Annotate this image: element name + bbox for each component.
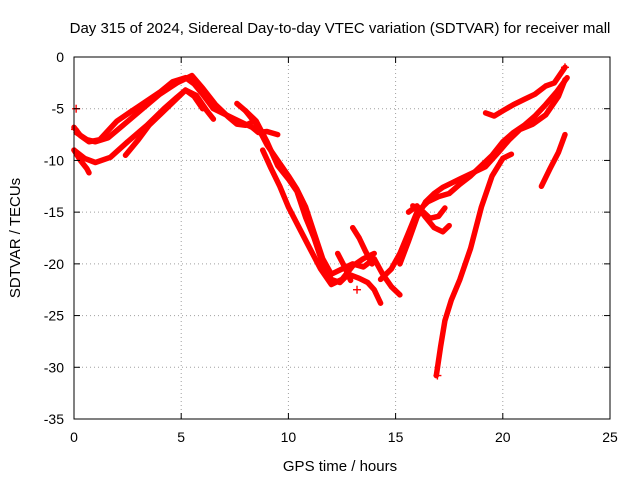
y-tick-label: -10 — [44, 152, 64, 168]
series-track-2 — [73, 72, 255, 145]
series-track-7 — [242, 108, 384, 306]
y-tick-label: -15 — [44, 204, 64, 220]
y-tick-labels: 0 -5 -10 -15 -20 -25 -30 -35 — [44, 49, 64, 427]
series-track-8 — [259, 147, 377, 288]
series-track-17 — [538, 131, 568, 190]
y-tick-label: -20 — [44, 256, 64, 272]
y-tick-label: -35 — [44, 411, 64, 427]
series-track-11 — [377, 74, 570, 283]
series-track-14 — [410, 203, 448, 222]
x-tick-label: 15 — [388, 429, 404, 445]
y-tick-label: -25 — [44, 308, 64, 324]
data-point-marker — [560, 63, 569, 72]
x-tick-label: 0 — [70, 429, 78, 445]
y-tick-label: -30 — [44, 359, 64, 375]
data-point-marker — [71, 125, 80, 134]
y-axis-label: SDTVAR / TECUs — [7, 178, 24, 298]
x-tick-label: 10 — [281, 429, 297, 445]
x-tick-label: 20 — [495, 429, 511, 445]
series-track-16 — [482, 64, 568, 119]
y-tick-label: -5 — [52, 101, 65, 117]
data-series — [71, 63, 570, 380]
x-tick-labels: 0 5 10 15 20 25 — [70, 429, 618, 445]
series-track-9 — [334, 250, 354, 284]
series-track-4 — [71, 147, 92, 176]
x-tick-label: 5 — [177, 429, 185, 445]
series-track-5 — [122, 87, 217, 159]
series-track-15 — [433, 151, 515, 379]
data-point-marker — [433, 371, 442, 380]
plot-frame — [73, 56, 611, 420]
data-point-marker — [353, 285, 362, 294]
y-tick-label: 0 — [56, 49, 64, 65]
series-track-10 — [349, 224, 375, 267]
chart-title: Day 315 of 2024, Sidereal Day-to-day VTE… — [70, 20, 611, 37]
x-axis-label: GPS time / hours — [283, 458, 397, 475]
axis-ticks — [73, 56, 611, 420]
series-track-12 — [397, 77, 568, 267]
series-track-3 — [71, 87, 206, 166]
grid-lines — [74, 57, 610, 419]
x-tick-label: 25 — [602, 429, 618, 445]
